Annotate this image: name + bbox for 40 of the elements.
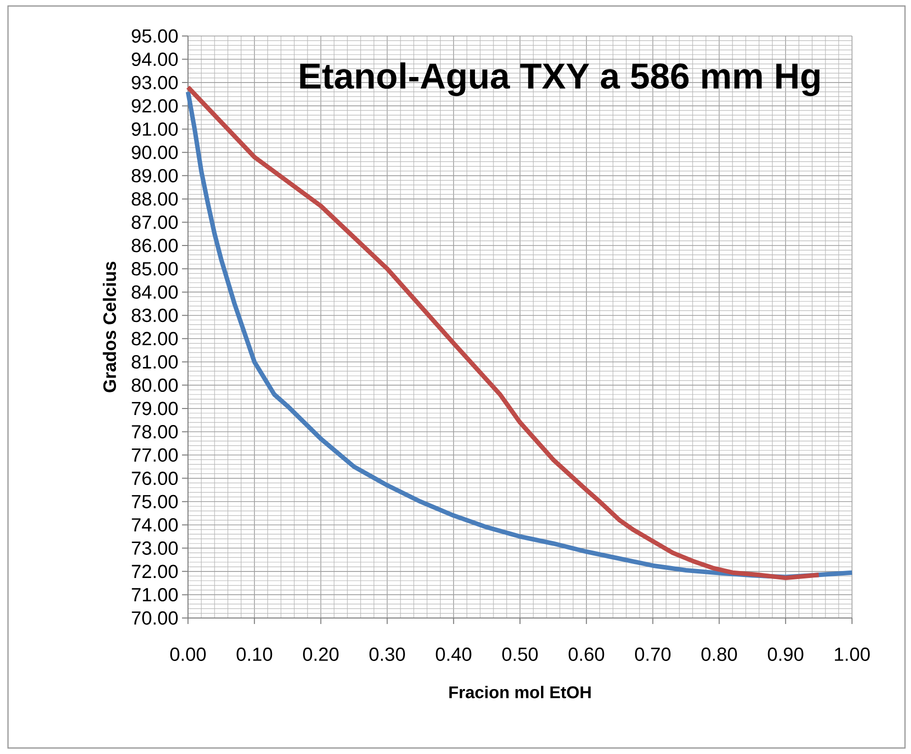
x-tick-label: 0.00 [170, 648, 206, 661]
x-tick-label: 0.50 [502, 648, 538, 661]
y-tick-label: 84.00 [132, 285, 178, 299]
y-tick-label: 93.00 [132, 76, 178, 90]
y-tick-label: 77.00 [132, 448, 178, 462]
y-tick-label: 78.00 [132, 425, 178, 438]
x-tick-label: 0.20 [303, 648, 339, 661]
y-tick-label: 87.00 [132, 216, 178, 229]
y-tick-label: 85.00 [132, 262, 178, 276]
y-tick-label: 89.00 [132, 168, 178, 182]
y-tick-label: 88.00 [132, 192, 178, 206]
y-tick-label: 82.00 [132, 332, 178, 346]
x-tick-label: 0.10 [236, 648, 272, 661]
y-tick-label: 79.00 [132, 402, 178, 416]
y-tick-label: 81.00 [132, 355, 178, 369]
x-tick-label: 1.00 [834, 648, 870, 661]
y-tick-label: 74.00 [132, 518, 178, 532]
y-tick-label: 75.00 [132, 494, 178, 508]
y-tick-label: 90.00 [132, 146, 178, 160]
y-tick-label: 73.00 [132, 541, 178, 555]
x-tick-label: 0.70 [635, 648, 671, 661]
y-tick-label: 95.00 [132, 29, 178, 43]
x-axis-title: Fracion mol EtOH [449, 686, 591, 698]
y-tick-label: 80.00 [132, 378, 178, 392]
x-tick-label: 0.30 [369, 648, 405, 661]
x-tick-label: 0.40 [436, 648, 472, 661]
x-tick-label: 0.90 [768, 648, 804, 661]
y-tick-label: 91.00 [132, 122, 178, 136]
y-tick-label: 76.00 [132, 472, 178, 486]
y-tick-label: 72.00 [132, 564, 178, 578]
y-tick-label: 70.00 [132, 611, 178, 625]
y-tick-label: 86.00 [132, 238, 178, 252]
x-tick-label: 0.80 [701, 648, 737, 661]
y-tick-label: 92.00 [132, 99, 178, 113]
x-tick-label: 0.60 [568, 648, 604, 661]
text: Etanol-Agua TXY a 586 mm Hg [300, 62, 820, 96]
y-tick-label: 83.00 [132, 308, 178, 322]
y-axis-title: Grados Celcius [102, 262, 116, 392]
y-tick-label: 71.00 [132, 588, 178, 602]
y-tick-label: 94.00 [132, 52, 178, 66]
